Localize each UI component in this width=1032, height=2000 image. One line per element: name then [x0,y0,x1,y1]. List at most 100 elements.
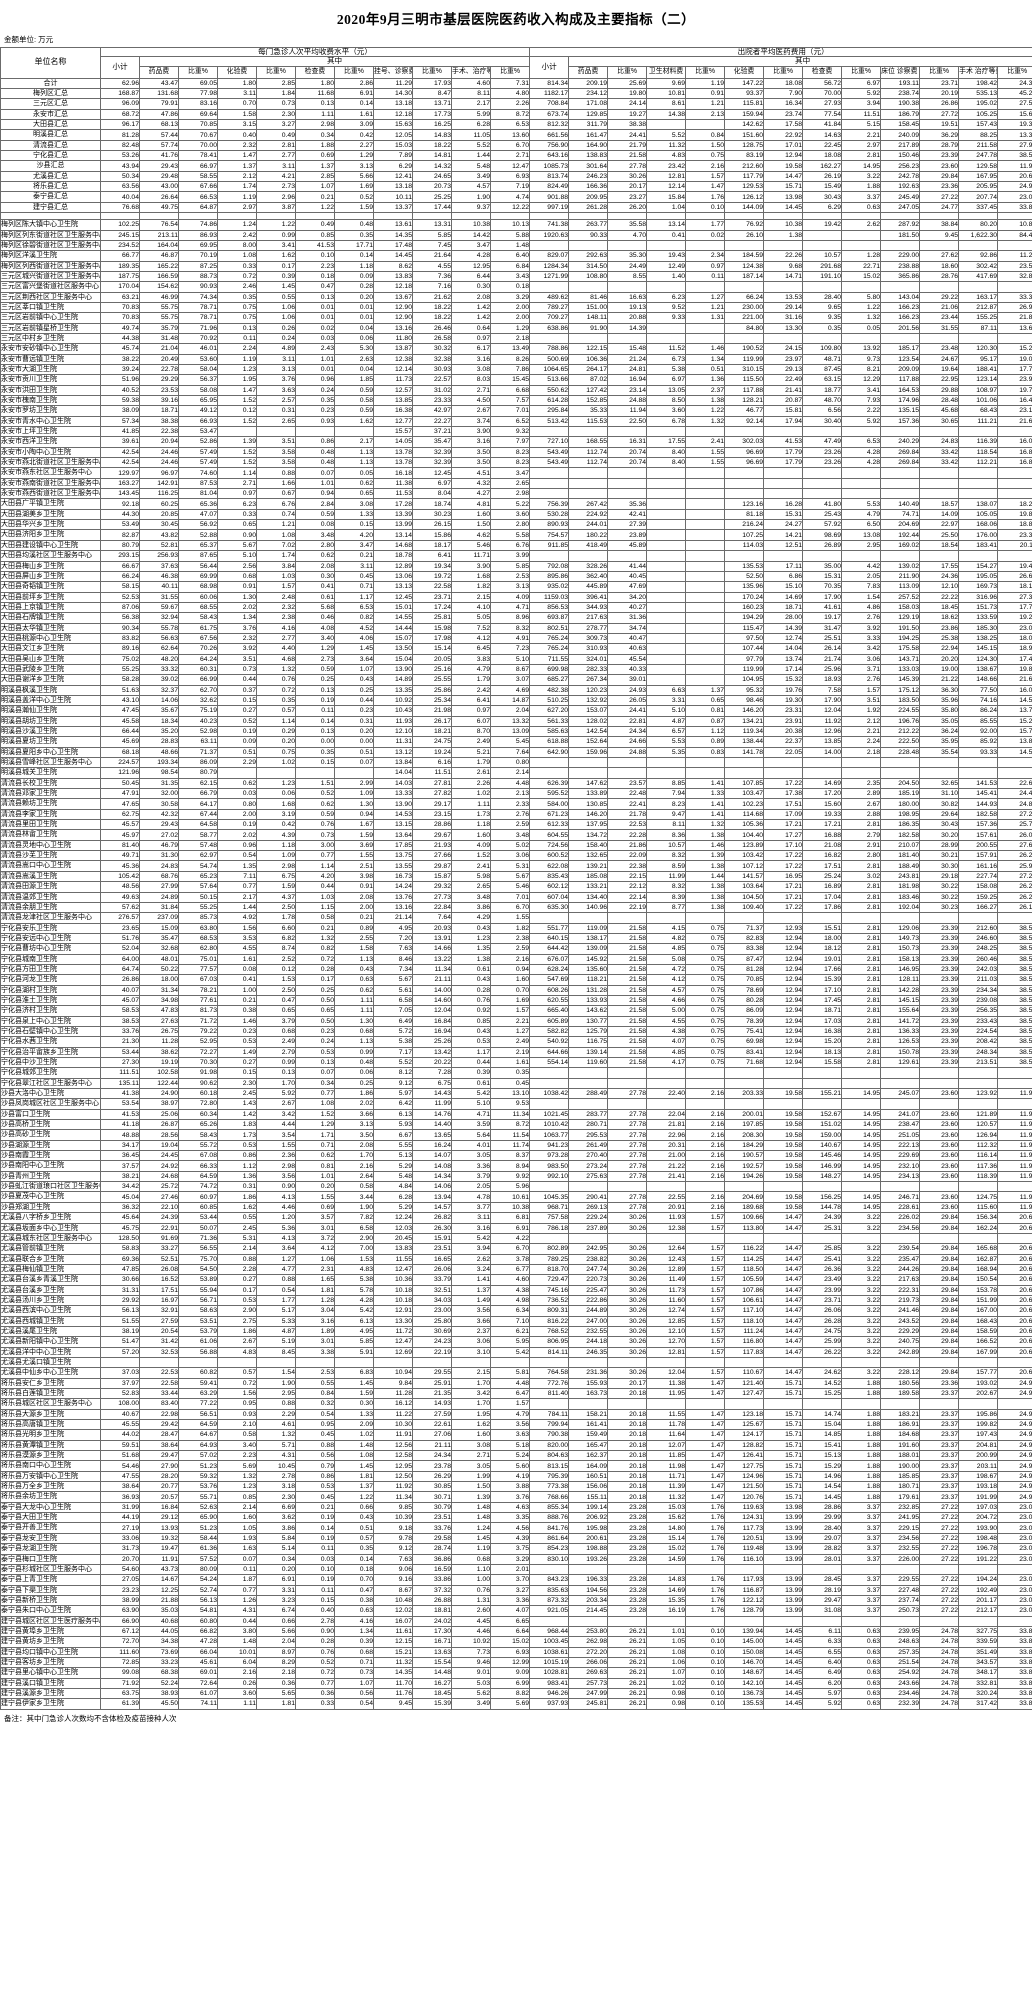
row-value: 24.14 [607,98,648,110]
row-value: 237.09 [139,912,179,924]
row-value: 52.95 [178,1036,218,1048]
row-value: 724.56 [529,839,570,852]
row-value: 31.02 [412,384,452,397]
row-value: 22.53 [139,1367,179,1379]
row-value: 21.78 [607,808,648,821]
row-value: 23.37 [919,1439,960,1452]
row-value: 0.75 [685,963,726,976]
row-value: 1.88 [841,1419,882,1431]
row-unit-name: 尤溪县台溪乡青溪卫生院 [0,1274,101,1286]
row-value: 197.43 [958,1429,999,1441]
row-value: 2.61 [451,767,491,779]
row-value: 19.47 [139,1543,179,1555]
row-value: 0.10 [295,250,335,262]
row-value: 16.63 [607,291,648,303]
row-value: 628.24 [529,963,570,976]
row-value: 70.83 [100,312,140,324]
row-value: 11.93 [997,1191,1032,1203]
row-value: 24.45 [139,1150,179,1162]
row-value: 23.71 [412,591,452,603]
row-value: 64.59 [178,1170,218,1183]
row-value: 2.80 [489,519,531,531]
row-value: 13.85 [802,736,843,748]
row-value: 11.93 [997,1088,1032,1100]
row-value: 28.76 [919,270,960,283]
row-value [685,1615,726,1627]
row-value [880,477,921,490]
row-value: 2.16 [685,1119,726,1131]
row-value: 33.44 [139,1387,179,1400]
row-value: 192.44 [880,529,921,541]
row-value: 30.26 [607,1305,648,1317]
row-value: 1.46 [685,839,726,852]
row-value: 19.33 [802,808,843,821]
row-value: 12.93 [763,922,804,934]
row-value [529,550,570,562]
row-value: 0.18 [489,281,531,293]
row-value: 52.74 [178,1584,218,1596]
row-value: 0.74 [256,508,296,521]
row-value: 23.28 [607,1584,648,1596]
row-value: 54.74 [178,860,218,872]
row-value: 30.85 [412,1481,452,1493]
row-value: 1.47 [685,1387,726,1400]
row-value: 95.32 [724,684,765,696]
row-value: 0.73 [334,1667,374,1679]
row-value: 3.42 [256,1108,296,1121]
row-value: 26.23 [997,891,1032,903]
row-value: 17.30 [412,1625,452,1638]
row-value: 77.22 [178,1398,218,1410]
row-value: 1.10 [451,1563,491,1576]
row-value: 1.61 [334,108,374,121]
row-value: 15.39 [802,974,843,986]
row-value: 5.95 [489,1336,531,1348]
row-value: 14.47 [763,1243,804,1255]
row-value: 0.03 [295,1553,335,1565]
row-value: 7.89 [373,150,413,162]
row-value [880,1181,921,1193]
row-value: 221.00 [724,312,765,324]
row-value: 6.60 [256,922,296,934]
table-row: 沙县虬江街道琅口社区卫生服务中心34.4225.7274.720.310.900… [0,1181,1032,1193]
row-value: 14.95 [841,1170,882,1183]
row-value: 121.40 [724,1377,765,1390]
row-value: 29.84 [919,1315,960,1327]
row-value: 26.10 [724,229,765,241]
row-value: 1.87 [217,1574,257,1586]
row-value: 3.06 [841,653,882,665]
row-value: 795.39 [529,1470,570,1483]
row-value: 126.12 [724,191,765,203]
row-value: 0.52 [334,191,374,203]
row-value: 4.38 [489,1284,531,1296]
row-value [646,663,687,676]
row-value: 3.49 [451,1698,491,1710]
table-row: 大田县文江乡卫生院 89.16 62.64 70.26 3.92 4.40 1.29 1.45… [0,643,1032,655]
row-value: 12.94 [763,943,804,955]
row-value: 19.80 [607,88,648,100]
row-value: 26.58 [412,332,452,345]
row-value: 3.66 [451,1315,491,1327]
row-value: 62.96 [100,77,140,90]
row-value: 2.79 [841,829,882,841]
row-value: 3.27 [256,119,296,131]
row-value: 27.05 [100,1574,140,1586]
row-value: 153.07 [568,705,609,717]
row-value: 2.22 [841,405,882,417]
section-spacer [0,212,1032,221]
row-value: 22.71 [841,260,882,272]
row-value: 229.00 [880,250,921,262]
row-value: 0.63 [334,974,374,986]
row-value: 145.15 [880,994,921,1007]
row-value: 23.39 [919,953,960,965]
row-value: 28.74 [412,1543,452,1555]
row-value: 1.38 [685,891,726,903]
row-value: 197.03 [958,1501,999,1514]
row-value: 15.84 [646,191,687,203]
row-value: 14.34 [412,1170,452,1183]
row-value: 24.98 [997,1470,1032,1483]
row-value: 47.07 [178,508,218,521]
row-value: 160.23 [724,601,765,614]
table-row: 清流县田源卫生院 48.56 27.99 57.64 0.77 1.59 0.44 0.91 1… [0,881,1032,893]
row-value: 2.57 [256,394,296,407]
row-value: 229.29 [880,1325,921,1338]
